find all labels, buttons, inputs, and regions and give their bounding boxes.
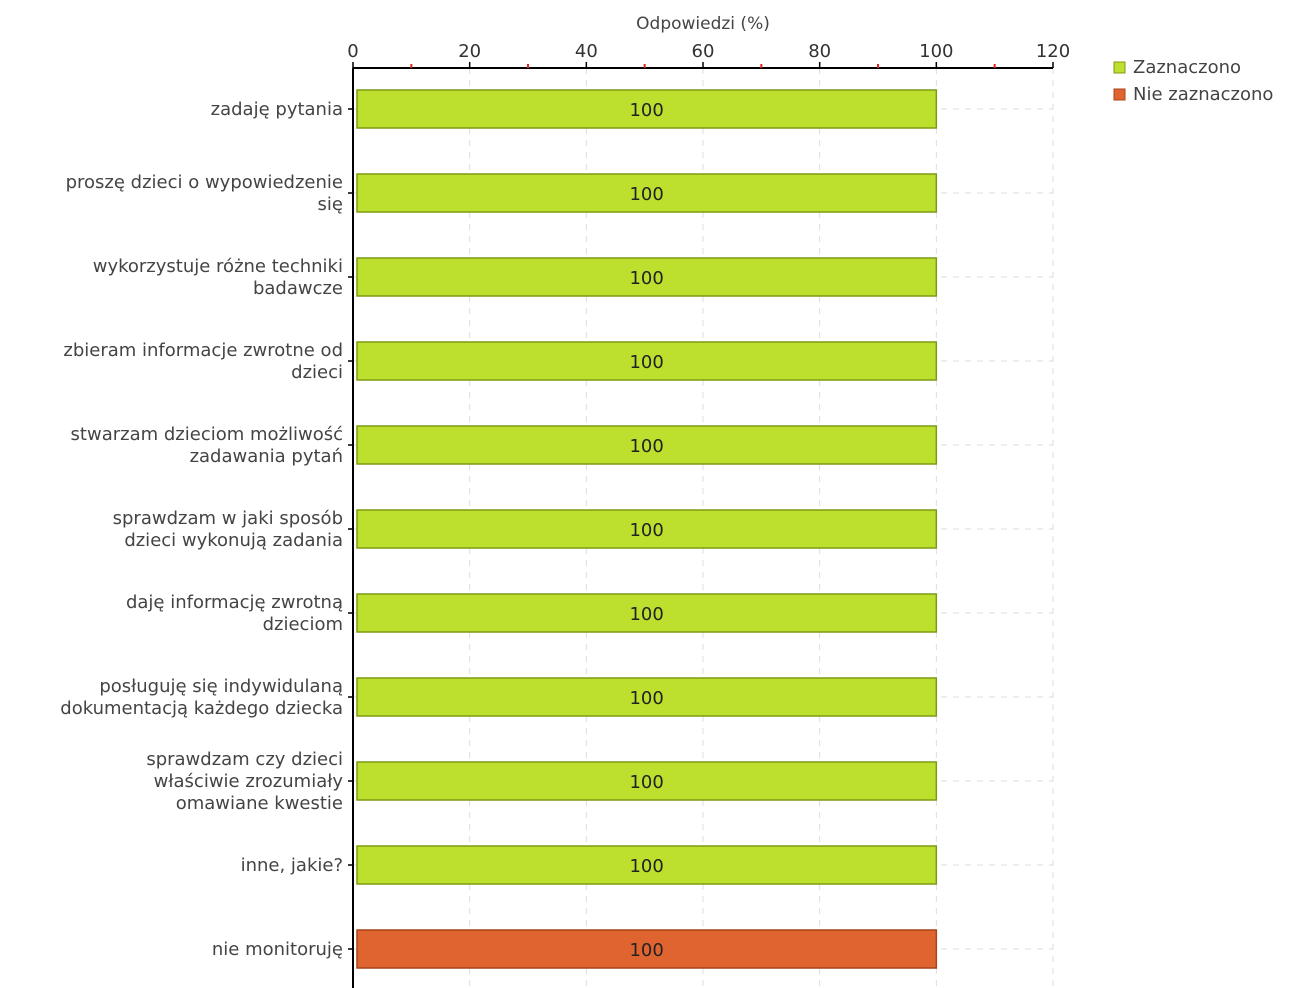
data-label: 100 <box>629 352 663 373</box>
axes: 0 20 40 60 80 100 120 <box>347 41 1070 988</box>
category-label: zadaję pytania <box>211 99 343 120</box>
bar <box>356 89 938 129</box>
bar <box>356 257 938 297</box>
bar <box>356 761 938 801</box>
bar <box>356 845 938 885</box>
category-label-line: dzieciom <box>263 614 343 635</box>
legend-label: Zaznaczono <box>1133 57 1241 78</box>
x-tick-label: 100 <box>919 41 953 62</box>
category-label-line: dokumentacją każdego dziecka <box>60 698 343 719</box>
data-label: 100 <box>629 520 663 541</box>
category-label-line: nie monitoruję <box>212 939 343 960</box>
category-label-line: daję informację zwrotną <box>126 592 343 613</box>
x-axis-title: Odpowiedzi (%) <box>636 14 770 34</box>
category-label-line: omawiane kwestie <box>176 793 343 814</box>
category-label-line: badawcze <box>253 278 343 299</box>
category-label: proszę dzieci o wypowiedzenie się <box>66 172 343 215</box>
data-label: 100 <box>629 436 663 457</box>
category-label-line: posługuję się indywidulaną <box>99 676 343 697</box>
bars: 100 100 100 100 100 100 100 100 100 100 100 <box>356 89 938 969</box>
data-label: 100 <box>629 604 663 625</box>
x-tick-label: 120 <box>1036 41 1070 62</box>
x-tick-label: 0 <box>347 41 358 62</box>
bar <box>356 341 938 381</box>
category-label-line: zadaję pytania <box>211 99 343 120</box>
category-label-line: wykorzystuje różne techniki <box>93 256 343 277</box>
category-label-line: sprawdzam w jaki sposób <box>113 508 343 529</box>
category-label: zbieram informacje zwrotne od dzieci <box>63 340 343 383</box>
bar <box>356 173 938 213</box>
x-tick-label: 80 <box>808 41 831 62</box>
category-label: posługuję się indywidulaną dokumentacją k… <box>60 676 343 719</box>
legend-swatch <box>1113 88 1126 101</box>
bar <box>356 425 938 465</box>
category-label-line: inne, jakie? <box>241 855 343 876</box>
data-label: 100 <box>629 772 663 793</box>
category-label-line: dzieci wykonują zadania <box>124 530 343 551</box>
category-label-line: sprawdzam czy dzieci <box>146 749 343 770</box>
category-label: sprawdzam czy dzieci właściwie zrozumiały… <box>146 749 343 814</box>
category-labels: zadaję pytania proszę dzieci o wypowiedze… <box>60 99 343 960</box>
category-label-line: proszę dzieci o wypowiedzenie <box>66 172 343 193</box>
category-label-line: się <box>318 194 343 215</box>
data-label: 100 <box>629 940 663 961</box>
x-tick-label: 40 <box>575 41 598 62</box>
bar <box>356 929 938 969</box>
x-tick-label: 60 <box>692 41 715 62</box>
bar <box>356 677 938 717</box>
category-label-line: zbieram informacje zwrotne od <box>63 340 343 361</box>
category-label: nie monitoruję <box>212 939 343 960</box>
category-label: sprawdzam w jaki sposób dzieci wykonują z… <box>113 508 343 551</box>
category-label: stwarzam dzieciom możliwość zadawania pyt… <box>71 424 343 467</box>
data-label: 100 <box>629 100 663 121</box>
data-label: 100 <box>629 268 663 289</box>
data-label: 100 <box>629 184 663 205</box>
legend: Zaznaczono Nie zaznaczono <box>1113 57 1273 105</box>
category-label-line: stwarzam dzieciom możliwość <box>71 424 343 445</box>
data-label: 100 <box>629 688 663 709</box>
category-label: daję informację zwrotną dzieciom <box>126 592 343 635</box>
legend-swatch <box>1113 61 1126 74</box>
data-label: 100 <box>629 856 663 877</box>
bar <box>356 593 938 633</box>
category-label: inne, jakie? <box>241 855 343 876</box>
category-label-line: zadawania pytań <box>190 446 343 467</box>
bar <box>356 509 938 549</box>
category-label: wykorzystuje różne techniki badawcze <box>93 256 343 299</box>
category-label-line: dzieci <box>291 362 343 383</box>
legend-label: Nie zaznaczono <box>1133 84 1273 105</box>
x-tick-label: 20 <box>458 41 481 62</box>
category-label-line: właściwie zrozumiały <box>154 771 344 792</box>
